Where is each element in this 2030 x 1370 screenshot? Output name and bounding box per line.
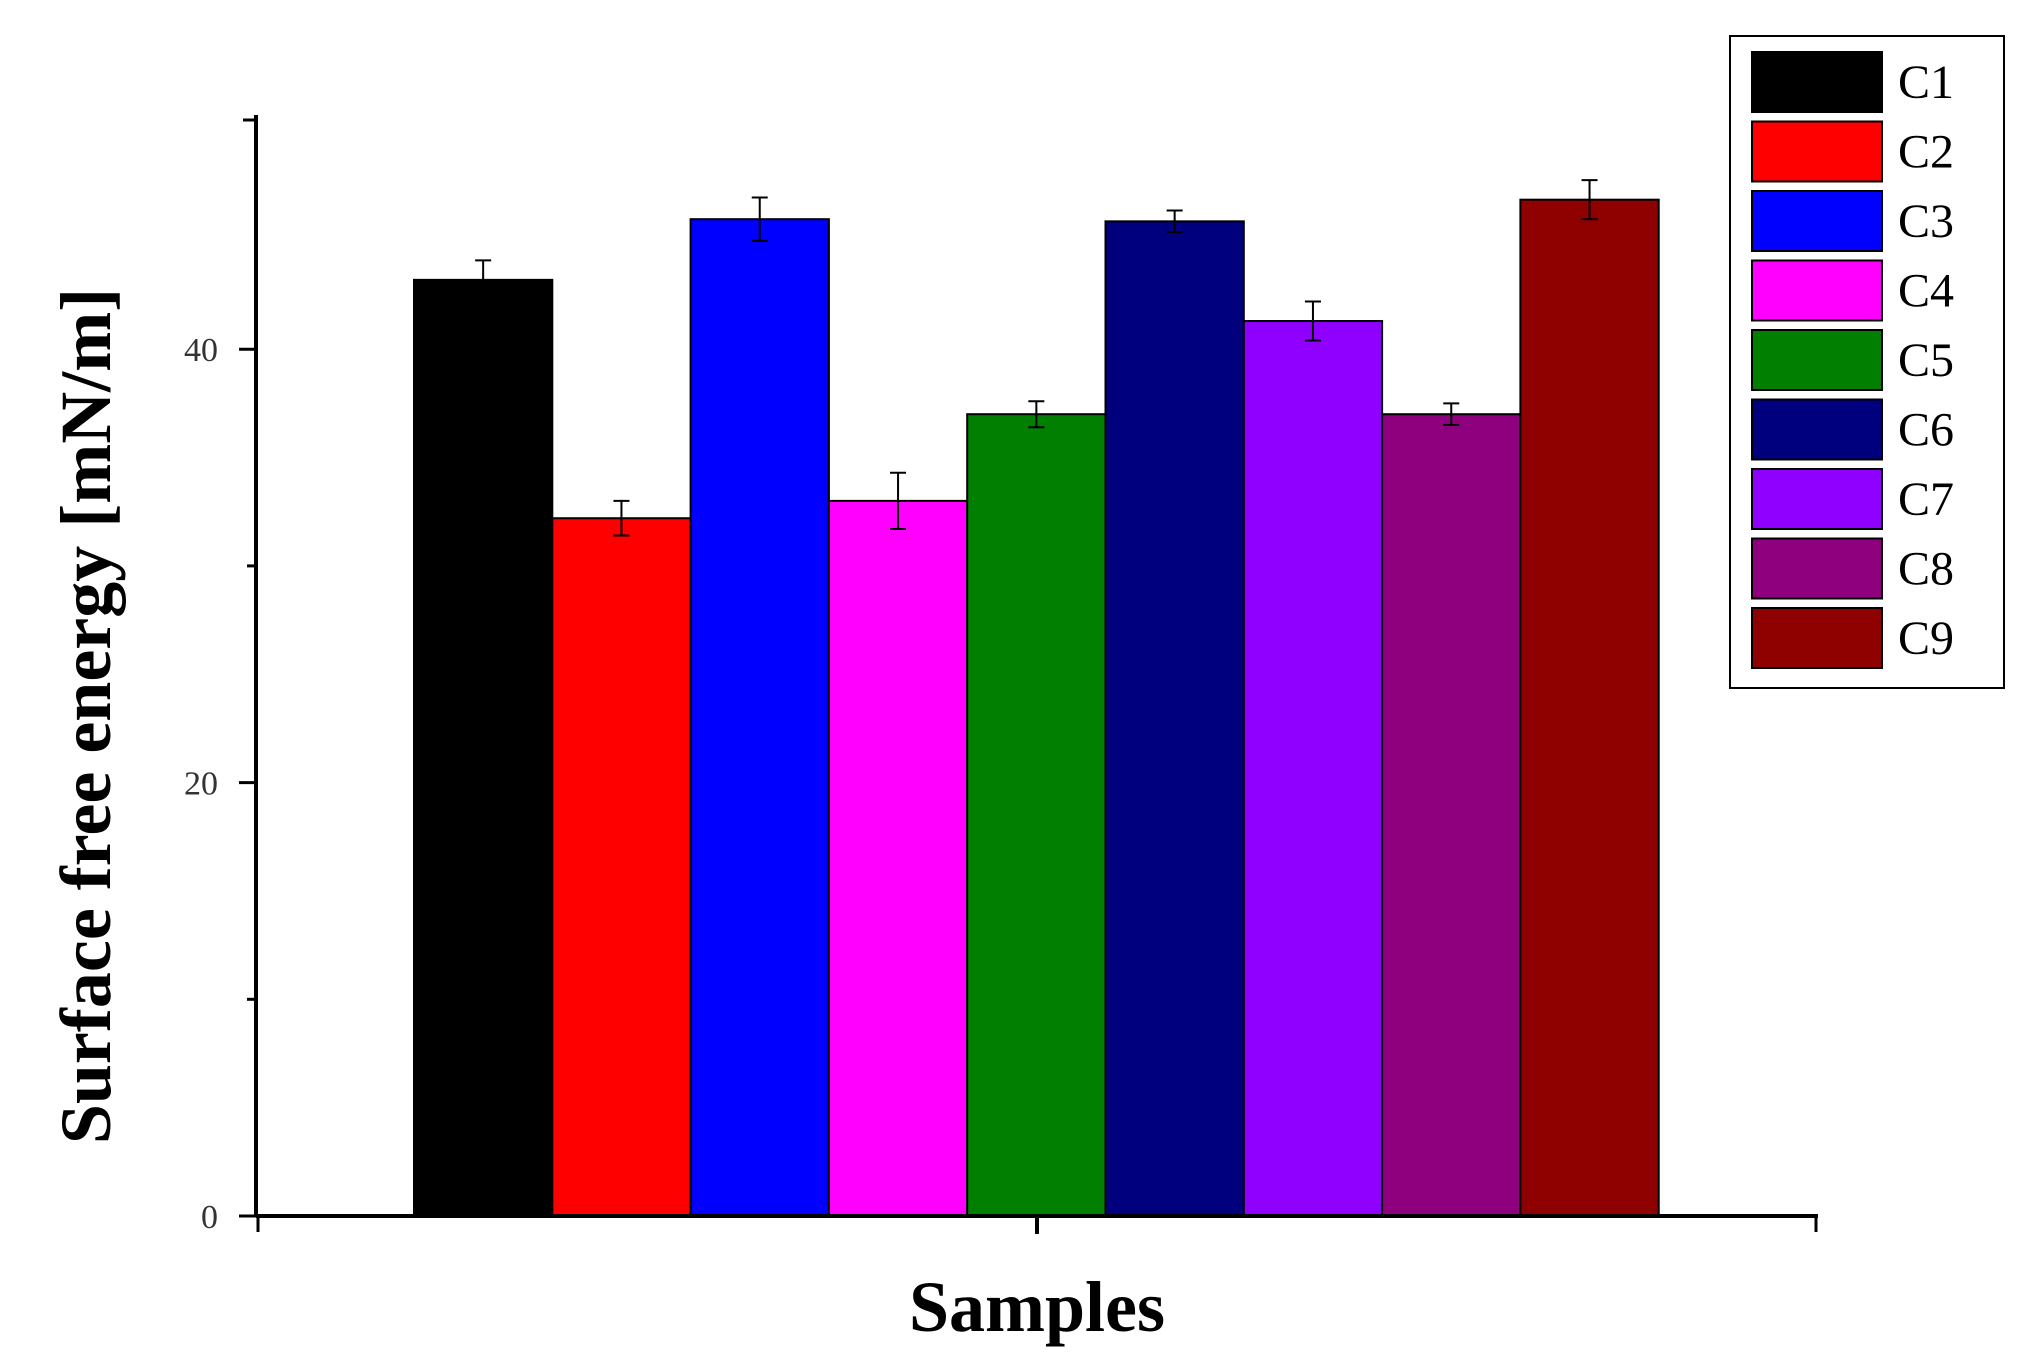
bars-layer xyxy=(413,179,1660,1218)
bar-c9 xyxy=(1519,198,1660,1217)
legend-label-c6: C6 xyxy=(1898,404,1954,457)
y-tick-label: 20 xyxy=(184,766,218,803)
error-bar-c2 xyxy=(613,499,630,537)
bar-c2 xyxy=(551,517,692,1217)
error-bar-c6 xyxy=(1166,209,1183,234)
y-ticks-layer: 0 20 40 xyxy=(184,332,256,1236)
legend-label-c8: C8 xyxy=(1898,543,1954,596)
error-bar-c4 xyxy=(890,471,907,531)
bar-c4 xyxy=(827,499,969,1217)
legend-label-c9: C9 xyxy=(1898,612,1954,665)
legend-swatch-c2 xyxy=(1751,120,1883,183)
legend-swatch-c6 xyxy=(1751,398,1883,461)
bar-c7 xyxy=(1242,320,1384,1217)
y-tick-label: 0 xyxy=(201,1199,218,1236)
y-tick-label: 40 xyxy=(184,332,218,369)
axes-layer xyxy=(243,115,1818,1234)
legend: C1 C2 C3 C4 C5 C6 C7 C8 C9 xyxy=(1729,35,2005,689)
legend-swatch-c9 xyxy=(1751,607,1883,669)
y-axis-title: Surface free energy [mN/m] xyxy=(46,288,126,1144)
legend-label-c3: C3 xyxy=(1898,195,1954,248)
bar-c8 xyxy=(1381,413,1522,1217)
error-bar-c7 xyxy=(1304,300,1321,342)
legend-swatch-c8 xyxy=(1751,537,1883,600)
bar-c5 xyxy=(966,413,1107,1217)
legend-swatch-c3 xyxy=(1751,190,1883,252)
legend-label-c5: C5 xyxy=(1898,334,1954,387)
legend-label-c7: C7 xyxy=(1898,473,1954,526)
error-bar-c9 xyxy=(1581,179,1598,221)
error-bar-c5 xyxy=(1028,400,1045,429)
legend-label-c4: C4 xyxy=(1898,265,1954,318)
legend-swatch-c1 xyxy=(1751,51,1883,113)
bar-c1 xyxy=(413,278,554,1217)
bar-c6 xyxy=(1104,220,1245,1218)
legend-items: C1 C2 C3 C4 C5 C6 C7 C8 C9 xyxy=(1751,51,1954,669)
legend-swatch-c5 xyxy=(1751,329,1883,391)
x-axis-title: Samples xyxy=(909,1267,1165,1347)
error-bar-c1 xyxy=(475,259,492,301)
legend-label-c2: C2 xyxy=(1898,126,1954,179)
error-bar-c8 xyxy=(1443,402,1460,427)
legend-label-c1: C1 xyxy=(1898,56,1954,109)
legend-swatch-c7 xyxy=(1751,468,1883,530)
error-bar-c3 xyxy=(751,196,768,242)
bar-c3 xyxy=(689,218,830,1217)
legend-swatch-c4 xyxy=(1751,259,1883,322)
